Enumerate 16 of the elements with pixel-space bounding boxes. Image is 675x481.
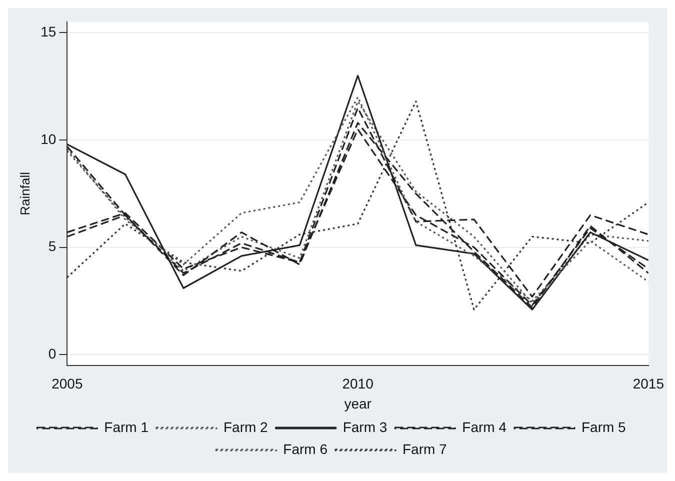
- x-tick-label: 2005: [52, 376, 83, 392]
- y-tick-label: 15: [40, 24, 56, 40]
- x-tick-label: 2015: [632, 376, 664, 392]
- y-axis-title: Rainfall: [17, 172, 32, 216]
- y-tick-label: 10: [40, 130, 56, 147]
- legend-label: Farm 1: [104, 418, 149, 435]
- x-tick-label: 2010: [342, 376, 374, 392]
- x-axis-title: year: [344, 395, 372, 412]
- legend-label: Farm 5: [582, 418, 626, 435]
- legend-label: Farm 7: [402, 440, 448, 457]
- legend-label: Farm 6: [283, 440, 328, 457]
- legend-label: Farm 3: [342, 418, 388, 435]
- legend-label: Farm 4: [462, 418, 507, 435]
- y-tick-label: 0: [48, 346, 56, 362]
- legend-label: Farm 2: [223, 418, 268, 435]
- y-tick-label: 5: [48, 238, 56, 254]
